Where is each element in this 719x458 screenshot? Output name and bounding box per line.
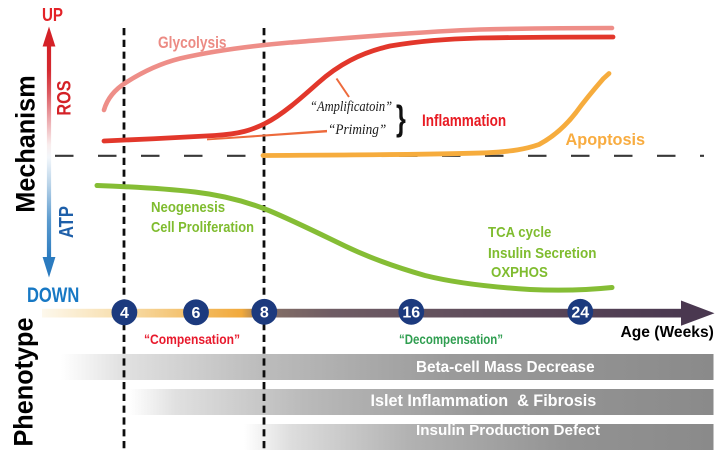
svg-text:16: 16 [402, 305, 420, 322]
svg-text:4: 4 [120, 305, 129, 322]
svg-text:8: 8 [260, 305, 269, 322]
svg-text:24: 24 [571, 305, 589, 322]
svg-text:6: 6 [192, 305, 201, 322]
